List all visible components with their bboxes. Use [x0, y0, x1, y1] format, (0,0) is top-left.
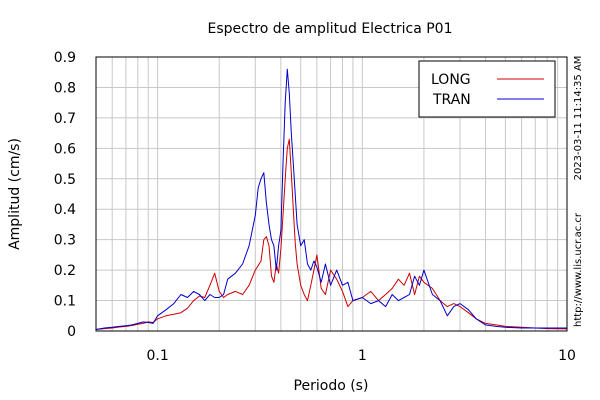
legend: LONG TRAN: [418, 60, 556, 118]
timestamp: 2023-03-11 11:14:35 AM: [573, 56, 584, 181]
chart-title: Espectro de amplitud Electrica P01: [208, 21, 453, 37]
grid: [96, 57, 567, 331]
y-tick-label: 0.2: [54, 263, 76, 279]
x-axis-label: Periodo (s): [294, 378, 369, 394]
y-tick-label: 0.3: [54, 233, 76, 249]
y-tick-label: 0.7: [54, 111, 76, 127]
y-tick-label: 0.5: [54, 172, 76, 188]
y-tick-label: 0.9: [54, 50, 76, 66]
y-tick-labels: 0 0.1 0.2 0.3 0.4 0.5 0.6 0.7 0.8 0.9: [54, 50, 76, 340]
y-tick-label: 0.4: [54, 202, 76, 218]
y-tick-label: 0.8: [54, 80, 76, 96]
x-tick-label: 10: [558, 348, 576, 364]
source-url: http://www.lis.ucr.ac.cr: [573, 212, 584, 327]
plot-frame: [95, 56, 568, 332]
legend-label-long: LONG: [431, 72, 471, 88]
series-line-tran: [95, 68, 567, 330]
x-tick-label: 0.1: [146, 348, 168, 364]
series-lines: [95, 68, 568, 330]
legend-box: [418, 60, 556, 118]
y-axis-label: Amplitud (cm/s): [7, 138, 23, 250]
series-line-long: [95, 138, 568, 330]
y-tick-label: 0.1: [54, 294, 76, 310]
x-tick-label: 1: [358, 348, 367, 364]
x-tick-labels: 0.1 1 10: [146, 348, 575, 364]
y-tick-label: 0: [67, 324, 76, 340]
y-tick-label: 0.6: [54, 141, 76, 157]
legend-label-tran: TRAN: [432, 92, 471, 108]
